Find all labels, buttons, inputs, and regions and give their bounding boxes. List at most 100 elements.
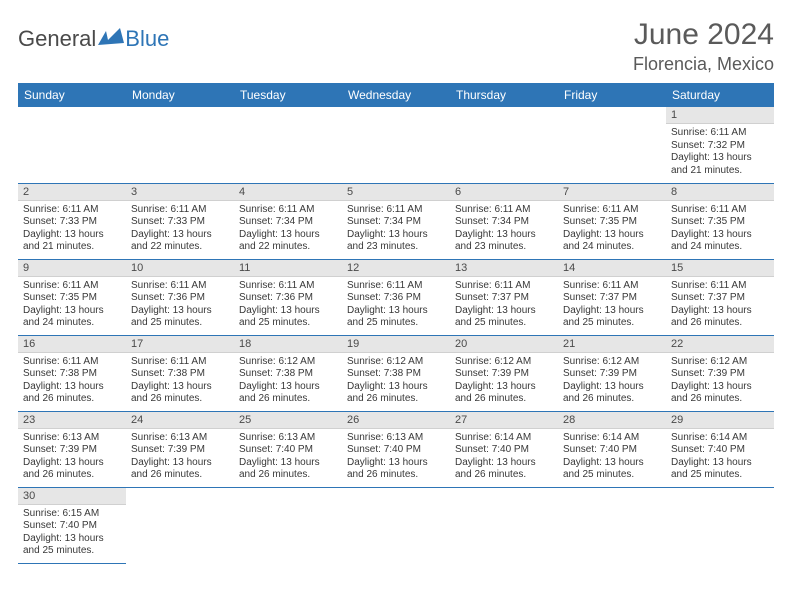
sunset-text: Sunset: 7:33 PM xyxy=(131,216,229,229)
sunset-text: Sunset: 7:39 PM xyxy=(455,368,553,381)
daylight-text: Daylight: 13 hours and 25 minutes. xyxy=(455,305,553,330)
calendar-cell xyxy=(450,107,558,183)
calendar-cell xyxy=(558,107,666,183)
day-number: 9 xyxy=(18,260,126,277)
day-number: 5 xyxy=(342,184,450,201)
weekday-header: Thursday xyxy=(450,83,558,107)
daylight-text: Daylight: 13 hours and 24 minutes. xyxy=(563,229,661,254)
day-body: Sunrise: 6:14 AMSunset: 7:40 PMDaylight:… xyxy=(558,429,666,486)
day-body: Sunrise: 6:11 AMSunset: 7:34 PMDaylight:… xyxy=(234,201,342,258)
calendar-cell xyxy=(126,107,234,183)
sunrise-text: Sunrise: 6:11 AM xyxy=(131,280,229,293)
calendar-cell: 8Sunrise: 6:11 AMSunset: 7:35 PMDaylight… xyxy=(666,183,774,259)
location: Florencia, Mexico xyxy=(633,54,774,75)
daylight-text: Daylight: 13 hours and 26 minutes. xyxy=(455,381,553,406)
sunrise-text: Sunrise: 6:11 AM xyxy=(131,356,229,369)
day-body: Sunrise: 6:11 AMSunset: 7:37 PMDaylight:… xyxy=(666,277,774,334)
daylight-text: Daylight: 13 hours and 21 minutes. xyxy=(23,229,121,254)
sunrise-text: Sunrise: 6:11 AM xyxy=(563,204,661,217)
day-number: 2 xyxy=(18,184,126,201)
sunset-text: Sunset: 7:36 PM xyxy=(347,292,445,305)
daylight-text: Daylight: 13 hours and 22 minutes. xyxy=(131,229,229,254)
day-number: 26 xyxy=(342,412,450,429)
day-number: 12 xyxy=(342,260,450,277)
day-body: Sunrise: 6:11 AMSunset: 7:33 PMDaylight:… xyxy=(126,201,234,258)
sunset-text: Sunset: 7:37 PM xyxy=(455,292,553,305)
calendar-cell: 13Sunrise: 6:11 AMSunset: 7:37 PMDayligh… xyxy=(450,259,558,335)
calendar-cell: 30Sunrise: 6:15 AMSunset: 7:40 PMDayligh… xyxy=(18,487,126,563)
day-body: Sunrise: 6:11 AMSunset: 7:38 PMDaylight:… xyxy=(18,353,126,410)
day-body: Sunrise: 6:11 AMSunset: 7:32 PMDaylight:… xyxy=(666,124,774,181)
calendar-week-row: 9Sunrise: 6:11 AMSunset: 7:35 PMDaylight… xyxy=(18,259,774,335)
daylight-text: Daylight: 13 hours and 26 minutes. xyxy=(563,381,661,406)
sunrise-text: Sunrise: 6:11 AM xyxy=(671,204,769,217)
day-body: Sunrise: 6:11 AMSunset: 7:36 PMDaylight:… xyxy=(342,277,450,334)
sunset-text: Sunset: 7:38 PM xyxy=(239,368,337,381)
calendar-cell: 3Sunrise: 6:11 AMSunset: 7:33 PMDaylight… xyxy=(126,183,234,259)
day-number: 3 xyxy=(126,184,234,201)
calendar-cell xyxy=(342,107,450,183)
daylight-text: Daylight: 13 hours and 26 minutes. xyxy=(671,305,769,330)
daylight-text: Daylight: 13 hours and 25 minutes. xyxy=(131,305,229,330)
calendar-cell: 29Sunrise: 6:14 AMSunset: 7:40 PMDayligh… xyxy=(666,411,774,487)
calendar-cell xyxy=(558,487,666,563)
sunrise-text: Sunrise: 6:14 AM xyxy=(563,432,661,445)
weekday-header: Sunday xyxy=(18,83,126,107)
day-number: 14 xyxy=(558,260,666,277)
sunrise-text: Sunrise: 6:11 AM xyxy=(671,127,769,140)
day-number: 10 xyxy=(126,260,234,277)
weekday-header: Monday xyxy=(126,83,234,107)
sunset-text: Sunset: 7:33 PM xyxy=(23,216,121,229)
day-number: 27 xyxy=(450,412,558,429)
sunset-text: Sunset: 7:38 PM xyxy=(131,368,229,381)
day-number: 28 xyxy=(558,412,666,429)
sunset-text: Sunset: 7:39 PM xyxy=(23,444,121,457)
daylight-text: Daylight: 13 hours and 25 minutes. xyxy=(671,457,769,482)
calendar-body: 1Sunrise: 6:11 AMSunset: 7:32 PMDaylight… xyxy=(18,107,774,563)
day-body: Sunrise: 6:11 AMSunset: 7:33 PMDaylight:… xyxy=(18,201,126,258)
day-body: Sunrise: 6:15 AMSunset: 7:40 PMDaylight:… xyxy=(18,505,126,562)
day-number: 23 xyxy=(18,412,126,429)
sunrise-text: Sunrise: 6:14 AM xyxy=(455,432,553,445)
sunset-text: Sunset: 7:39 PM xyxy=(131,444,229,457)
daylight-text: Daylight: 13 hours and 26 minutes. xyxy=(347,381,445,406)
calendar-table: SundayMondayTuesdayWednesdayThursdayFrid… xyxy=(18,83,774,564)
sunset-text: Sunset: 7:40 PM xyxy=(23,520,121,533)
day-number: 20 xyxy=(450,336,558,353)
daylight-text: Daylight: 13 hours and 26 minutes. xyxy=(23,381,121,406)
calendar-cell: 5Sunrise: 6:11 AMSunset: 7:34 PMDaylight… xyxy=(342,183,450,259)
daylight-text: Daylight: 13 hours and 26 minutes. xyxy=(239,457,337,482)
day-number: 19 xyxy=(342,336,450,353)
daylight-text: Daylight: 13 hours and 26 minutes. xyxy=(347,457,445,482)
calendar-week-row: 23Sunrise: 6:13 AMSunset: 7:39 PMDayligh… xyxy=(18,411,774,487)
sunrise-text: Sunrise: 6:11 AM xyxy=(131,204,229,217)
calendar-cell xyxy=(450,487,558,563)
sunrise-text: Sunrise: 6:11 AM xyxy=(23,356,121,369)
daylight-text: Daylight: 13 hours and 26 minutes. xyxy=(23,457,121,482)
calendar-cell: 11Sunrise: 6:11 AMSunset: 7:36 PMDayligh… xyxy=(234,259,342,335)
day-body: Sunrise: 6:12 AMSunset: 7:38 PMDaylight:… xyxy=(234,353,342,410)
day-body: Sunrise: 6:11 AMSunset: 7:34 PMDaylight:… xyxy=(342,201,450,258)
calendar-cell: 15Sunrise: 6:11 AMSunset: 7:37 PMDayligh… xyxy=(666,259,774,335)
calendar-cell xyxy=(342,487,450,563)
day-body: Sunrise: 6:11 AMSunset: 7:35 PMDaylight:… xyxy=(666,201,774,258)
calendar-cell: 21Sunrise: 6:12 AMSunset: 7:39 PMDayligh… xyxy=(558,335,666,411)
sunset-text: Sunset: 7:34 PM xyxy=(239,216,337,229)
calendar-cell: 19Sunrise: 6:12 AMSunset: 7:38 PMDayligh… xyxy=(342,335,450,411)
day-number: 17 xyxy=(126,336,234,353)
day-number: 22 xyxy=(666,336,774,353)
day-body: Sunrise: 6:11 AMSunset: 7:37 PMDaylight:… xyxy=(450,277,558,334)
calendar-cell: 4Sunrise: 6:11 AMSunset: 7:34 PMDaylight… xyxy=(234,183,342,259)
sunset-text: Sunset: 7:38 PM xyxy=(23,368,121,381)
day-number: 29 xyxy=(666,412,774,429)
day-number: 18 xyxy=(234,336,342,353)
sunrise-text: Sunrise: 6:13 AM xyxy=(23,432,121,445)
sunrise-text: Sunrise: 6:11 AM xyxy=(239,204,337,217)
sunrise-text: Sunrise: 6:12 AM xyxy=(347,356,445,369)
sunset-text: Sunset: 7:39 PM xyxy=(563,368,661,381)
day-number: 25 xyxy=(234,412,342,429)
daylight-text: Daylight: 13 hours and 22 minutes. xyxy=(239,229,337,254)
daylight-text: Daylight: 13 hours and 26 minutes. xyxy=(131,457,229,482)
sunrise-text: Sunrise: 6:11 AM xyxy=(671,280,769,293)
sunrise-text: Sunrise: 6:11 AM xyxy=(455,204,553,217)
